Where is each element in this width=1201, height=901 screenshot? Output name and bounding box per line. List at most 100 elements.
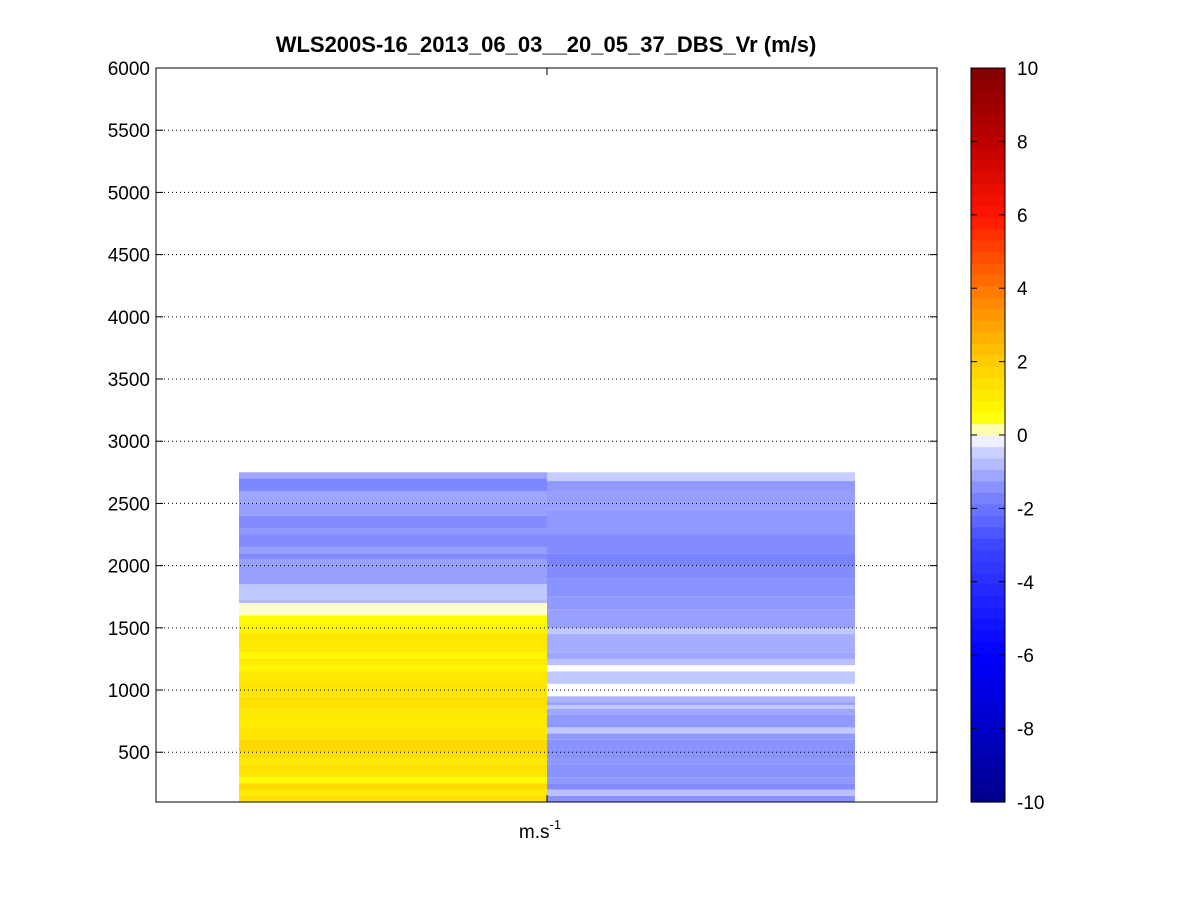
heatmap-cell-col1-row10 (239, 733, 547, 740)
colorbar-swatch (971, 549, 1005, 562)
heatmap-cell-col1-row20 (239, 646, 547, 653)
heatmap-cell-col2-row4 (547, 777, 855, 784)
heatmap-cell-col2-row7 (547, 739, 855, 759)
heatmap-cell-col1-row8 (239, 752, 547, 759)
colorbar-swatch (971, 457, 1005, 471)
heatmap-cell-col1-row25 (239, 602, 547, 616)
colorbar-swatch (971, 297, 1005, 310)
heatmap-cell-col2-row26 (547, 553, 855, 566)
colorbar-swatch (971, 251, 1005, 264)
colorbar-swatch (971, 205, 1005, 218)
heatmap-cell-col2-row5 (547, 764, 855, 778)
heatmap-cell-col1-row6 (239, 764, 547, 771)
heatmap-cell-col1-row28 (239, 559, 547, 585)
colorbar-swatch (971, 343, 1005, 356)
colorbar-swatch (971, 756, 1005, 769)
y-tick-label: 5000 (108, 183, 150, 204)
colorbar-swatch (971, 733, 1005, 746)
colorbar-swatch (971, 79, 1005, 92)
colorbar-swatch (971, 102, 1005, 115)
colorbar-swatch (971, 274, 1005, 287)
colorbar-swatch (971, 240, 1005, 253)
heatmap-cell-col2-row12 (547, 704, 855, 709)
colorbar-swatch (971, 125, 1005, 138)
colorbar-swatch (971, 136, 1005, 149)
heatmap-cell-col2-row2 (547, 789, 855, 796)
heatmap-cell-col1-row17 (239, 665, 547, 672)
colorbar-swatch (971, 561, 1005, 574)
x-axis-label-superscript: -1 (550, 817, 562, 832)
heatmap-cell-col1-row7 (239, 758, 547, 765)
heatmap-cell-col1-row16 (239, 671, 547, 684)
colorbar-swatch (971, 584, 1005, 597)
heatmap-cell-col2-row24 (547, 578, 855, 597)
colorbar-swatch (971, 538, 1005, 551)
colorbar-swatch (971, 331, 1005, 344)
heatmap-cell-col1-row30 (239, 546, 547, 554)
heatmap-cell-col2-row19 (547, 652, 855, 659)
colorbar-swatch (971, 217, 1005, 230)
colorbar-swatch (971, 652, 1005, 665)
colorbar-swatch (971, 790, 1005, 803)
colorbar-swatch (971, 389, 1005, 402)
colorbar-tick-label: -8 (1017, 720, 1034, 741)
heatmap-cell-col2-row16 (547, 671, 855, 684)
colorbar-swatch (971, 526, 1005, 539)
heatmap-cell-col2-row21 (547, 627, 855, 635)
colorbar-swatch (971, 262, 1005, 276)
colorbar-tick-label: 2 (1017, 353, 1028, 374)
y-tick-label: 5500 (108, 121, 150, 142)
colorbar-tick-label: 4 (1017, 279, 1028, 300)
colorbar-swatch (971, 629, 1005, 643)
colorbar-swatch (971, 744, 1005, 757)
heatmap-cell-col1-row19 (239, 652, 547, 659)
colorbar-swatch (971, 68, 1005, 81)
heatmap-cell-col1-row1 (239, 795, 547, 802)
colorbar-swatch (971, 767, 1005, 780)
colorbar-swatch (971, 171, 1005, 184)
heatmap-cell-col1-row31 (239, 534, 547, 547)
heatmap-cell-col2-row10 (547, 714, 855, 728)
colorbar-swatch (971, 641, 1005, 654)
colorbar-swatch (971, 182, 1005, 195)
colorbar-swatch (971, 435, 1005, 448)
colorbar-tick-label: -10 (1017, 793, 1044, 814)
colorbar-swatch (971, 148, 1005, 161)
heatmap-cell-col2-row8 (547, 733, 855, 740)
heatmap-cell-col2-row22 (547, 609, 855, 628)
heatmap-cell-col2-row28 (547, 509, 855, 535)
colorbar-swatch (971, 595, 1005, 608)
heatmap-cell-col1-row5 (239, 770, 547, 778)
heatmap-cell-col1-row14 (239, 696, 547, 709)
heatmap-cell-col2-row9 (547, 727, 855, 734)
colorbar-swatch (971, 377, 1005, 390)
y-tick-label: 3500 (108, 370, 150, 391)
colorbar-swatch (971, 492, 1005, 505)
colorbar-swatch (971, 412, 1005, 425)
colorbar-swatch (971, 687, 1005, 700)
heatmap-cell-col1-row33 (239, 515, 547, 529)
heatmap-cell-col2-row3 (547, 783, 855, 790)
colorbar-tick-label: 6 (1017, 206, 1028, 227)
y-tick-label: 2000 (108, 557, 150, 578)
heatmap-cell-col1-row22 (239, 627, 547, 635)
colorbar-swatch (971, 710, 1005, 723)
chart-title: WLS200S-16_2013_06_03__20_05_37_DBS_Vr (… (276, 32, 817, 57)
heatmap-cell-col1-row27 (239, 584, 547, 600)
colorbar-swatch (971, 90, 1005, 104)
heatmap-cell-col2-row27 (547, 534, 855, 554)
colorbar-swatch (971, 228, 1005, 241)
heatmap-cell-col2-row17 (547, 665, 855, 672)
heatmap-cell-col1-row9 (239, 739, 547, 753)
colorbar-swatch (971, 607, 1005, 620)
heatmap-cell-col2-row29 (547, 490, 855, 510)
colorbar-tick-label: 0 (1017, 426, 1028, 447)
colorbar-swatch (971, 515, 1005, 528)
y-tick-label: 1500 (108, 619, 150, 640)
heatmap-cell-col2-row6 (547, 758, 855, 765)
x-axis-label-base: m.s (519, 822, 550, 843)
heatmap-cell-col2-row18 (547, 658, 855, 666)
colorbar-swatch (971, 194, 1005, 207)
colorbar-swatch (971, 354, 1005, 367)
